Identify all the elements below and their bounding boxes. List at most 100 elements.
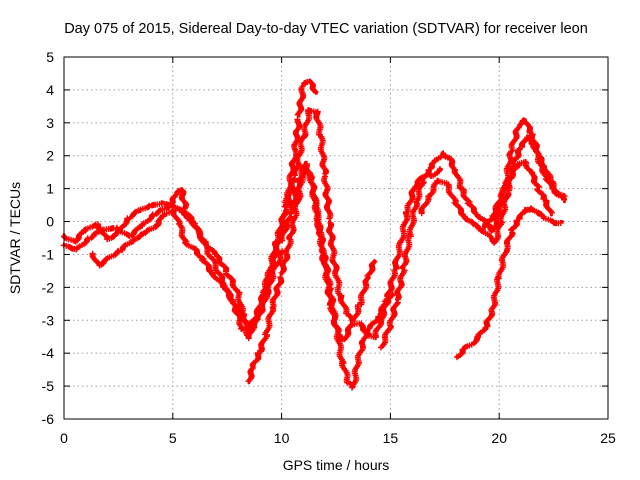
series-sat-c — [89, 207, 286, 332]
data-point — [412, 187, 416, 191]
data-point — [475, 213, 479, 217]
x-axis-label: GPS time / hours — [283, 457, 390, 473]
data-point — [162, 213, 166, 217]
data-point — [356, 361, 360, 365]
data-point — [232, 299, 236, 303]
series-markers — [418, 134, 567, 246]
data-point — [351, 384, 355, 388]
series-markers — [61, 78, 319, 342]
data-point — [415, 200, 419, 204]
data-point — [358, 302, 362, 306]
data-point — [275, 239, 279, 243]
data-point — [247, 381, 251, 385]
data-point — [84, 229, 88, 233]
data-point — [332, 259, 336, 263]
data-point — [132, 239, 136, 243]
data-point — [480, 229, 484, 233]
data-point — [478, 335, 482, 339]
data-point — [543, 216, 547, 220]
data-point — [317, 223, 321, 227]
data-point — [519, 144, 523, 148]
data-point — [525, 134, 529, 138]
data-point — [539, 164, 543, 168]
data-point — [523, 206, 527, 210]
data-point — [97, 262, 101, 266]
data-point — [297, 114, 301, 118]
data-point — [445, 183, 449, 187]
data-point — [523, 118, 527, 122]
data-point — [119, 249, 123, 253]
data-point — [284, 206, 288, 210]
data-point — [180, 187, 184, 191]
data-point — [341, 361, 345, 365]
data-point — [512, 160, 516, 164]
data-point — [367, 331, 371, 335]
data-point — [251, 364, 255, 368]
data-point — [319, 134, 323, 138]
data-point — [419, 210, 423, 214]
data-point — [358, 322, 362, 326]
data-point — [138, 210, 142, 214]
y-tick-label: 2 — [46, 148, 54, 164]
data-series — [60, 78, 568, 391]
y-tick-label: 1 — [46, 181, 54, 197]
data-point — [373, 335, 377, 339]
data-point — [545, 177, 549, 181]
data-point — [256, 318, 260, 322]
data-point — [314, 111, 318, 115]
y-tick-label: -4 — [42, 345, 55, 361]
data-point — [201, 259, 205, 263]
data-point — [323, 266, 327, 270]
data-point — [491, 305, 495, 309]
data-point — [462, 213, 466, 217]
data-point — [532, 144, 536, 148]
data-point — [106, 236, 110, 240]
data-point — [75, 246, 79, 250]
data-point — [460, 187, 464, 191]
y-axis-label: SDTVAR / TECUs — [7, 182, 23, 294]
data-point — [327, 220, 331, 224]
data-point — [399, 239, 403, 243]
data-point — [247, 335, 251, 339]
data-point — [288, 213, 292, 217]
data-point — [351, 318, 355, 322]
data-point — [114, 226, 118, 230]
data-point — [462, 345, 466, 349]
data-point — [367, 275, 371, 279]
data-point — [552, 220, 556, 224]
data-point — [293, 173, 297, 177]
data-point — [517, 124, 521, 128]
data-point — [454, 200, 458, 204]
series-sat-g — [418, 134, 567, 246]
data-point — [349, 325, 353, 329]
x-tick-label: 10 — [274, 430, 290, 446]
series-sat-i — [482, 159, 556, 231]
data-point — [523, 160, 527, 164]
y-tick-label: -6 — [42, 411, 55, 427]
data-point — [510, 147, 514, 151]
data-point — [436, 180, 440, 184]
data-point — [297, 180, 301, 184]
data-point — [369, 325, 373, 329]
data-point — [330, 305, 334, 309]
data-point — [280, 239, 284, 243]
data-point — [258, 348, 262, 352]
data-point — [101, 229, 105, 233]
data-point — [347, 381, 351, 385]
data-point — [264, 331, 268, 335]
data-point — [336, 331, 340, 335]
data-point — [484, 325, 488, 329]
x-tick-label: 5 — [169, 430, 177, 446]
data-point — [280, 272, 284, 276]
data-point — [323, 173, 327, 177]
y-tick-label: 5 — [46, 49, 54, 65]
data-point — [517, 216, 521, 220]
data-point — [264, 292, 268, 296]
data-point — [378, 312, 382, 316]
data-point — [552, 187, 556, 191]
y-tick-label: -2 — [42, 279, 55, 295]
data-point — [236, 292, 240, 296]
data-point — [447, 157, 451, 161]
y-tick-label: -3 — [42, 312, 55, 328]
